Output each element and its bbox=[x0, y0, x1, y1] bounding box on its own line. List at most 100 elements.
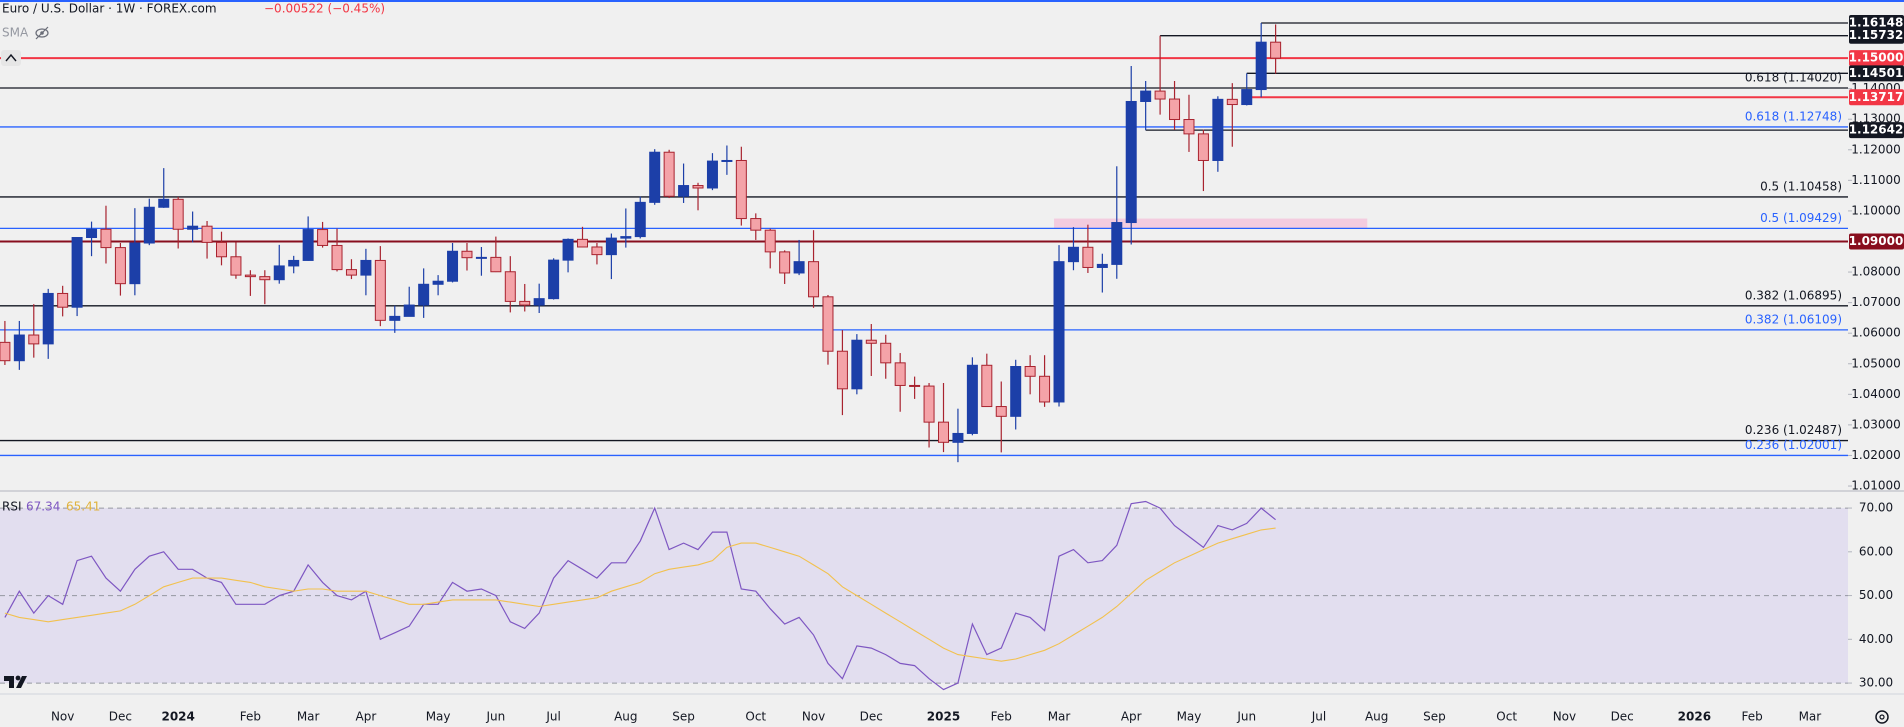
candle-body bbox=[100, 228, 112, 249]
candle-body bbox=[490, 256, 502, 273]
candle-body bbox=[735, 159, 747, 220]
candle-body bbox=[1140, 90, 1152, 102]
candle-body bbox=[331, 244, 343, 271]
indicator-label[interactable]: SMA bbox=[2, 26, 29, 40]
x-tick-label: Mar bbox=[1799, 710, 1822, 724]
candle-body bbox=[678, 185, 690, 197]
price-badge bbox=[1849, 50, 1904, 67]
x-tick-label: Oct bbox=[745, 710, 766, 724]
candle-body bbox=[577, 238, 588, 248]
x-tick-label: 2026 bbox=[1678, 710, 1711, 724]
candle-body bbox=[201, 225, 213, 243]
collapse-icon bbox=[5, 53, 17, 62]
candle-body bbox=[28, 334, 40, 345]
x-tick-label: Dec bbox=[1611, 710, 1634, 724]
tradingview-logo[interactable] bbox=[4, 675, 27, 688]
x-tick-label: Feb bbox=[240, 710, 261, 724]
candle-body bbox=[273, 265, 285, 281]
y-tick-label: 1.06000 bbox=[1851, 326, 1901, 340]
candle-body bbox=[822, 296, 834, 352]
candle-body bbox=[1226, 98, 1238, 106]
candle-body bbox=[1010, 366, 1022, 417]
y-tick-label: 1.11000 bbox=[1851, 173, 1901, 187]
candle-body bbox=[1270, 41, 1282, 59]
candle-body bbox=[389, 315, 401, 321]
y-tick-label: 1.10000 bbox=[1851, 203, 1901, 217]
y-tick-label: 50.00 bbox=[1859, 588, 1893, 602]
candle-body bbox=[649, 151, 661, 203]
candle-body bbox=[1096, 263, 1108, 268]
x-tick-label: Jun bbox=[1236, 710, 1256, 724]
x-tick-label: Mar bbox=[297, 710, 320, 724]
candle-body bbox=[692, 185, 704, 189]
x-tick-label: Feb bbox=[991, 710, 1012, 724]
candle-body bbox=[13, 334, 25, 362]
candle-body bbox=[42, 292, 54, 345]
candle-body bbox=[143, 206, 155, 244]
price-badge bbox=[1849, 27, 1904, 44]
candle-body bbox=[533, 298, 545, 306]
candle-body bbox=[0, 341, 11, 362]
candle-body bbox=[548, 259, 560, 300]
y-tick-label: 1.02000 bbox=[1851, 448, 1901, 462]
candle-body bbox=[1197, 133, 1209, 161]
settings-icon[interactable] bbox=[1875, 710, 1889, 724]
fib-label: 0.5 (1.10458) bbox=[1760, 179, 1842, 193]
x-tick-label: Nov bbox=[802, 710, 825, 724]
price-badge-label: 1.15000 bbox=[1849, 51, 1904, 65]
candle-body bbox=[1082, 246, 1094, 268]
candle-body bbox=[519, 300, 531, 306]
candle-body bbox=[605, 237, 617, 256]
header: Euro / U.S. Dollar · 1W · FOREX.com −0.0… bbox=[1, 2, 385, 66]
candle-body bbox=[1154, 90, 1166, 100]
fib-label: 0.382 (1.06109) bbox=[1745, 312, 1842, 326]
candle-body bbox=[475, 256, 487, 259]
symbol-title: Euro / U.S. Dollar · 1W · FOREX.com bbox=[2, 2, 217, 16]
candle-body bbox=[432, 280, 444, 285]
candle-body bbox=[894, 362, 906, 386]
y-tick-label: 70.00 bbox=[1859, 501, 1893, 515]
candle-body bbox=[764, 229, 776, 253]
candle-body bbox=[244, 274, 256, 278]
candle-body bbox=[663, 151, 675, 197]
x-tick-label: 2025 bbox=[927, 710, 960, 724]
price-badge-label: 1.12642 bbox=[1849, 123, 1904, 137]
x-tick-label: Mar bbox=[1048, 710, 1071, 724]
price-badge bbox=[1849, 233, 1904, 250]
x-tick-label: May bbox=[426, 710, 451, 724]
candle-body bbox=[952, 432, 964, 443]
candle-body bbox=[808, 261, 820, 298]
rsi-line bbox=[4, 500, 1276, 691]
candle-body bbox=[938, 421, 949, 443]
x-tick-label: Jun bbox=[485, 710, 505, 724]
x-tick-label: Sep bbox=[672, 710, 695, 724]
fib-label: 0.5 (1.09429) bbox=[1760, 211, 1842, 225]
candle-body bbox=[418, 283, 430, 306]
price-badge bbox=[1849, 89, 1904, 106]
price-badge-label: 1.14501 bbox=[1849, 66, 1904, 80]
x-tick-label: Sep bbox=[1423, 710, 1446, 724]
visibility-icon[interactable] bbox=[35, 26, 49, 40]
candle-body bbox=[317, 229, 329, 246]
rsi-legend: RSI 67.34 65.41 bbox=[2, 500, 100, 514]
x-tick-label: Jul bbox=[1311, 710, 1326, 724]
y-tick-label: 1.08000 bbox=[1851, 265, 1901, 279]
candle-body bbox=[995, 406, 1007, 417]
candle-body bbox=[230, 256, 242, 276]
candle-body bbox=[302, 229, 314, 261]
collapse-button[interactable] bbox=[1, 50, 21, 66]
candle-body bbox=[345, 269, 357, 276]
candle-body bbox=[1169, 98, 1181, 121]
candle-body bbox=[71, 237, 83, 308]
x-tick-label: Aug bbox=[1365, 710, 1388, 724]
candle-body bbox=[966, 364, 978, 434]
price-badge bbox=[1849, 122, 1904, 139]
candle-body bbox=[1241, 89, 1253, 106]
candle-body bbox=[923, 385, 935, 423]
candle-body bbox=[216, 241, 227, 258]
price-change: −0.00522 (−0.45%) bbox=[264, 2, 385, 16]
candle-body bbox=[504, 271, 516, 302]
support-zone bbox=[1054, 218, 1368, 229]
candle-body bbox=[1125, 100, 1137, 224]
